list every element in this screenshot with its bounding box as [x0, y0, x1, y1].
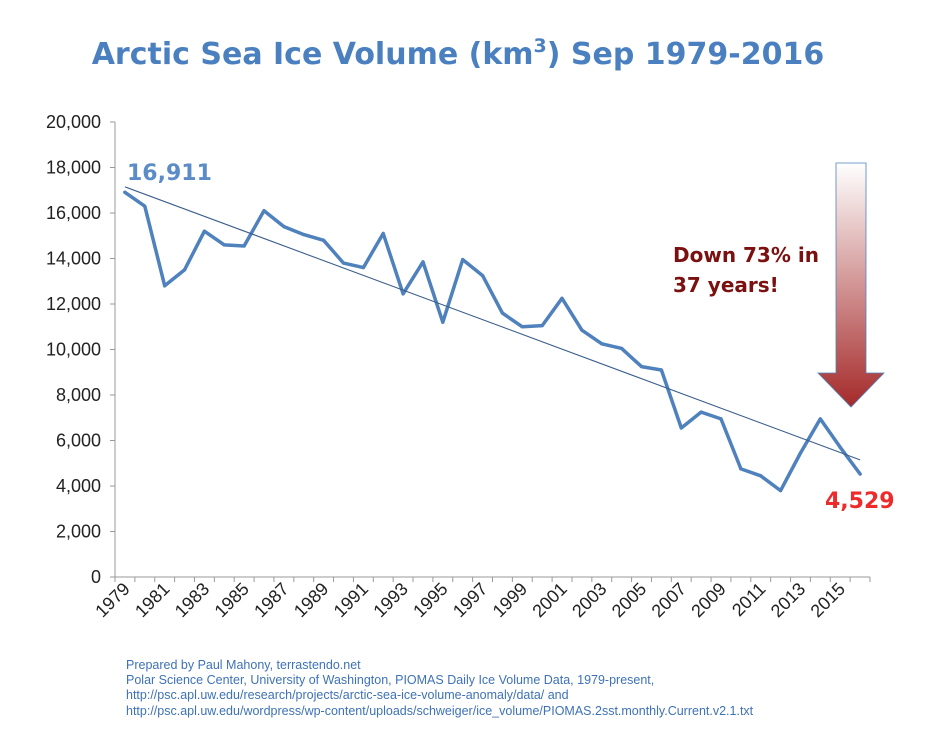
data-point: [759, 474, 763, 478]
data-point: [322, 238, 326, 242]
y-tick-label: 14,000: [46, 249, 101, 269]
data-point: [123, 190, 127, 194]
y-tick-label: 6,000: [56, 431, 101, 451]
x-tick-label: 2003: [568, 579, 610, 621]
x-tick-label: 1999: [489, 579, 531, 621]
data-point: [282, 225, 286, 229]
data-point: [719, 417, 723, 421]
y-tick-label: 18,000: [46, 158, 101, 178]
source-notes: Prepared by Paul Mahony, terrastendo.net…: [126, 658, 906, 719]
y-tick-label: 4,000: [56, 476, 101, 496]
data-point: [699, 410, 703, 414]
data-point: [798, 451, 803, 455]
data-point: [520, 325, 524, 329]
y-axis-ticks: 0 2,000 4,000 6,000 8,000 10,000 12,000 14,000 1…: [46, 112, 115, 587]
x-tick-label: 2007: [648, 579, 690, 621]
y-tick-label: 16,000: [46, 203, 101, 223]
data-point: [739, 467, 743, 471]
down-arrow-icon: [817, 162, 885, 408]
data-point: [421, 260, 425, 264]
series-layer: [123, 186, 862, 493]
x-tick-label: 2001: [528, 579, 570, 621]
data-point: [182, 268, 187, 272]
x-tick-label: 1995: [409, 579, 451, 621]
trend-line: [124, 186, 861, 461]
data-point: [143, 204, 147, 208]
source-line-4: http://psc.apl.uw.edu/wordpress/wp-conte…: [126, 703, 754, 718]
start-value-label: 16,911: [127, 161, 212, 186]
data-point: [560, 296, 564, 300]
y-tick-label: 10,000: [46, 340, 101, 360]
data-point: [381, 231, 385, 236]
ice-volume-series-line: [123, 190, 862, 493]
x-tick-label: 2013: [767, 579, 809, 621]
axes: [114, 122, 870, 578]
data-point: [620, 346, 624, 350]
data-point: [858, 472, 862, 476]
annotation-line-2: 37 years!: [673, 273, 779, 297]
chart-title: Arctic Sea Ice Volume (km3) Sep 1979-201…: [92, 35, 825, 72]
source-line-1: Prepared by Paul Mahony, terrastendo.net: [126, 658, 361, 672]
x-tick-label: 2009: [687, 579, 729, 621]
data-point: [818, 417, 822, 421]
x-tick-label: 2005: [608, 579, 650, 621]
data-point: [262, 209, 266, 213]
x-axis-ticks: 1979198119831985198719891991199319951997…: [91, 577, 871, 621]
x-tick-label: 1993: [369, 579, 411, 621]
source-line-3: http://psc.apl.uw.edu/research/projects/…: [126, 688, 569, 703]
end-value-label: 4,529: [825, 489, 895, 514]
annotation-line-1: Down 73% in: [673, 243, 819, 267]
data-point: [222, 243, 226, 247]
x-tick-label: 2015: [807, 579, 849, 621]
x-tick-label: 1997: [449, 579, 491, 621]
x-tick-label: 1981: [131, 579, 173, 621]
source-line-2: Polar Science Center, University of Wash…: [126, 673, 655, 688]
x-tick-label: 2011: [728, 579, 770, 621]
data-point: [401, 292, 405, 296]
data-point: [341, 261, 346, 265]
data-point: [441, 320, 445, 324]
data-point: [163, 284, 167, 288]
data-point: [679, 426, 683, 430]
data-point: [659, 368, 663, 372]
data-point: [639, 364, 644, 369]
x-tick-label: 1991: [330, 579, 372, 621]
data-point: [302, 233, 306, 237]
y-tick-label: 12,000: [46, 294, 101, 314]
data-point: [242, 244, 246, 248]
data-point: [361, 266, 365, 270]
y-tick-label: 8,000: [56, 385, 101, 405]
y-tick-label: 0: [91, 567, 101, 587]
x-tick-label: 1985: [211, 579, 253, 621]
data-point: [600, 342, 604, 346]
data-point: [838, 445, 842, 449]
data-point: [778, 488, 783, 493]
x-tick-label: 1983: [171, 579, 213, 621]
data-point: [480, 273, 485, 278]
x-tick-label: 1987: [250, 579, 292, 621]
data-point: [580, 328, 584, 332]
y-tick-label: 20,000: [46, 112, 101, 132]
data-point: [500, 311, 505, 315]
data-point: [202, 229, 207, 233]
y-tick-label: 2,000: [56, 522, 101, 542]
x-tick-label: 1989: [290, 579, 332, 621]
data-point: [461, 258, 465, 262]
data-point: [540, 324, 544, 328]
